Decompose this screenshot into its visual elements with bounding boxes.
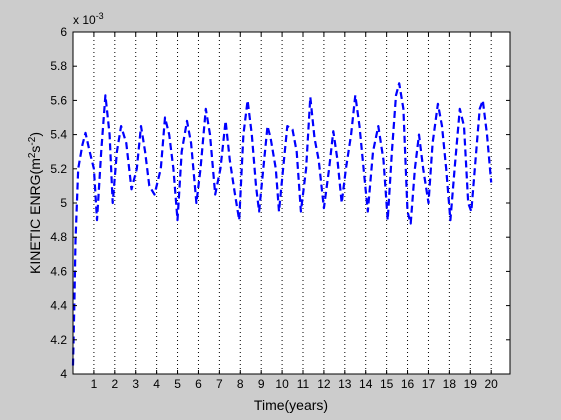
x-tick-label: 9 <box>258 377 265 391</box>
x-tick-label: 1 <box>91 377 98 391</box>
y-tick-label: 5 <box>60 196 67 210</box>
x-tick-label: 4 <box>153 377 160 391</box>
x-tick-label: 8 <box>237 377 244 391</box>
x-tick-label: 16 <box>401 377 415 391</box>
y-tick-label: 4.6 <box>50 264 67 278</box>
y-tick-label: 5.8 <box>50 59 67 73</box>
y-label-mid: s <box>27 146 43 153</box>
y-label-base: KINETIC ENRG(m <box>27 158 43 274</box>
y-label-sup1: 2 <box>27 152 38 158</box>
x-tick-label: 3 <box>132 377 139 391</box>
y-axis-label: KINETIC ENRG(m2s-2) <box>27 132 43 274</box>
y-tick-label: 4.2 <box>50 333 67 347</box>
vertical-grid <box>93 32 492 374</box>
y-tick-label: 6 <box>60 25 67 39</box>
x-tick-label: 6 <box>195 377 202 391</box>
y-tick-label: 4.4 <box>50 299 67 313</box>
y-tick-label: 4 <box>60 367 67 381</box>
y-label-sup2: -2 <box>27 136 38 145</box>
y-multiplier-base: x 10 <box>73 13 96 27</box>
y-multiplier: x 10-3 <box>73 11 104 27</box>
plot-area <box>73 32 510 374</box>
x-tick-label: 12 <box>317 377 331 391</box>
y-tick-label: 5.4 <box>50 128 67 142</box>
x-tick-label: 14 <box>359 377 373 391</box>
x-tick-label: 7 <box>216 377 223 391</box>
y-label-end: ) <box>27 132 43 137</box>
x-tick-label: 5 <box>174 377 181 391</box>
y-tick-label: 4.8 <box>50 230 67 244</box>
x-tick-label: 17 <box>422 377 436 391</box>
y-tick-label: 5.2 <box>50 162 67 176</box>
x-tick-label: 11 <box>297 377 310 391</box>
y-axis: 4 4.2 4.4 4.6 4.8 5 5.2 5.4 5.6 5.8 6 <box>50 25 510 381</box>
x-axis-label: Time(years) <box>254 397 328 413</box>
x-tick-label: 2 <box>111 377 118 391</box>
data-series <box>71 82 493 366</box>
x-tick-label: 18 <box>443 377 457 391</box>
x-tick-label: 20 <box>485 377 499 391</box>
x-tick-label: 10 <box>275 377 289 391</box>
series-line <box>71 82 493 366</box>
x-tick-label: 13 <box>338 377 352 391</box>
x-tick-label: 19 <box>464 377 478 391</box>
x-tick-label: 15 <box>380 377 394 391</box>
y-multiplier-exp: -3 <box>96 11 104 21</box>
x-axis: 1 2 3 4 5 6 7 8 9 10 11 12 13 14 15 16 17 18 19 20 <box>91 32 499 391</box>
y-tick-label: 5.6 <box>50 93 67 107</box>
